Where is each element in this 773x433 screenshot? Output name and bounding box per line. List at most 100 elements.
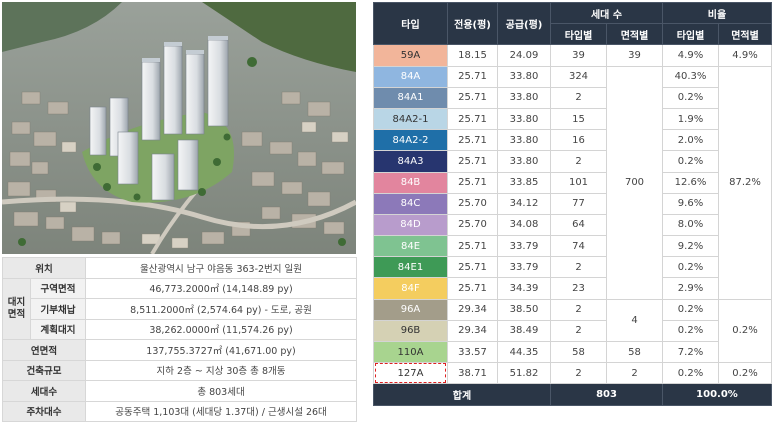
total-households: 803 xyxy=(550,383,663,406)
table-row: 59A 18.15 24.09 39 39 4.9% 4.9% xyxy=(373,44,772,67)
table-row: 84A1 25.71 33.80 2 0.2% xyxy=(373,86,772,109)
supply-cell: 33.79 xyxy=(497,256,551,279)
info-value-households: 총 803세대 xyxy=(85,380,358,402)
info-row-donation: 기부채납 8,511.2000㎡ (2,574.64 py) - 도로, 공원 xyxy=(3,298,358,320)
ratio-by-type-cell: 0.2% xyxy=(662,86,719,109)
ratio-by-type-cell: 4.9% xyxy=(662,44,719,67)
supply-cell: 38.49 xyxy=(497,319,551,343)
exclusive-cell: 25.71 xyxy=(447,86,498,109)
table-row: 96A 29.34 38.50 2 4 0.2% 0.2% xyxy=(373,298,772,364)
unit-header-row-2: 타입별 면적별 타입별 면적별 xyxy=(374,23,772,46)
info-row-zone-area: 대지 면적 구역면적 46,773.2000㎡ (14,148.89 py) xyxy=(2,277,358,340)
ratio-by-type-cell: 2.9% xyxy=(662,277,719,300)
type-cell: 96B xyxy=(373,319,448,343)
ratio-by-type-cell: 0.2% xyxy=(662,362,719,385)
supply-cell: 33.80 xyxy=(497,65,551,88)
households-by-type-cell: 23 xyxy=(550,277,607,300)
ratio-by-type-cell: 0.2% xyxy=(662,298,719,321)
type-cell: 84A2-2 xyxy=(373,129,448,152)
table-row: 84A3 25.71 33.80 2 0.2% xyxy=(373,150,772,173)
supply-cell: 34.08 xyxy=(497,213,551,237)
households-by-type-cell: 15 xyxy=(550,107,607,131)
type-cell-highlighted: 127A xyxy=(373,362,448,385)
type-cell: 96A xyxy=(373,298,448,321)
households-by-type-cell: 2 xyxy=(550,86,607,109)
ratio-by-area-cell: 87.2% xyxy=(718,65,772,300)
info-label-donation: 기부채납 xyxy=(29,298,87,320)
table-row: 84C 25.70 34.12 77 9.6% xyxy=(373,192,772,215)
households-by-type-cell: 39 xyxy=(550,44,607,67)
aerial-rendering xyxy=(2,2,356,254)
households-by-area-cell: 4 xyxy=(606,298,663,343)
supply-cell: 34.12 xyxy=(497,192,551,215)
ratio-by-area-cell: 0.2% xyxy=(718,298,772,364)
info-label-zone-area: 구역면적 xyxy=(29,277,87,299)
exclusive-cell: 25.71 xyxy=(447,150,498,173)
info-row-gross-area: 연면적 137,755.3727㎡ (41,671.00 py) xyxy=(1,339,358,361)
header-ratio-by-type: 타입별 xyxy=(662,23,719,46)
ratio-by-type-cell: 7.2% xyxy=(662,340,719,364)
unit-table-body: 59A 18.15 24.09 39 39 4.9% 4.9% 84A 25.7… xyxy=(373,44,772,385)
table-row: 84D 25.70 34.08 64 8.0% xyxy=(373,213,772,237)
info-label-planned-site: 계획대지 xyxy=(29,318,87,340)
total-label: 합계 xyxy=(373,383,551,406)
supply-cell: 33.80 xyxy=(497,150,551,173)
header-households-by-type: 타입별 xyxy=(550,23,607,46)
info-value-parking: 공동주택 1,103대 (세대당 1.37대) / 근생시설 26대 xyxy=(85,400,358,422)
info-label-site-area-group-line2: 면적 xyxy=(7,308,26,320)
supply-cell: 44.35 xyxy=(497,340,551,364)
table-row: 110A 33.57 44.35 58 58 7.2% xyxy=(373,340,772,364)
unit-type-table: 타입 전용(평) 공급(평) 세대 수 비율 타입별 면적별 타입별 면적별 5… xyxy=(373,1,772,406)
type-cell: 84C xyxy=(373,192,448,215)
households-by-type-cell: 101 xyxy=(550,171,607,194)
supply-cell: 33.79 xyxy=(497,235,551,258)
supply-cell: 24.09 xyxy=(497,44,551,67)
info-row-location: 위치 울산광역시 남구 야음동 363-2번지 일원 xyxy=(1,257,358,279)
exclusive-cell: 29.34 xyxy=(447,319,498,343)
table-row: 84A 25.71 33.80 324 700 40.3% 87.2% xyxy=(373,65,772,300)
supply-cell: 33.80 xyxy=(497,86,551,109)
info-value-gross-area: 137,755.3727㎡ (41,671.00 py) xyxy=(85,339,358,361)
exclusive-cell: 38.71 xyxy=(447,362,498,385)
table-row: 84A2-2 25.71 33.80 16 2.0% xyxy=(373,129,772,152)
info-value-location: 울산광역시 남구 야음동 363-2번지 일원 xyxy=(85,257,358,279)
table-row: 127A 38.71 51.82 2 2 0.2% 0.2% xyxy=(373,362,772,385)
ratio-by-type-cell: 2.0% xyxy=(662,129,719,152)
households-by-type-cell: 2 xyxy=(550,362,607,385)
header-ratio: 비율 xyxy=(662,1,772,25)
unit-header-row-1: 타입 전용(평) 공급(평) 세대 수 비율 xyxy=(373,1,772,46)
table-row: 84E1 25.71 33.79 2 0.2% xyxy=(373,256,772,279)
total-row: 합계 803 100.0% xyxy=(373,383,772,406)
header-type: 타입 xyxy=(373,1,448,46)
supply-cell: 34.39 xyxy=(497,277,551,300)
type-cell: 84A2-1 xyxy=(373,107,448,131)
exclusive-cell: 25.71 xyxy=(447,235,498,258)
supply-cell: 33.80 xyxy=(497,107,551,131)
info-value-zone-area: 46,773.2000㎡ (14,148.89 py) xyxy=(85,277,358,299)
exclusive-cell: 25.71 xyxy=(447,277,498,300)
households-by-type-cell: 2 xyxy=(550,150,607,173)
ratio-by-type-cell: 12.6% xyxy=(662,171,719,194)
exclusive-cell: 33.57 xyxy=(447,340,498,364)
info-label-location: 위치 xyxy=(1,257,87,279)
households-by-type-cell: 324 xyxy=(550,65,607,88)
aerial-rendering-illustration xyxy=(2,2,356,254)
table-row: 84A2-1 25.71 33.80 15 1.9% xyxy=(373,107,772,131)
households-by-type-cell: 74 xyxy=(550,235,607,258)
type-cell: 84B xyxy=(373,171,448,194)
exclusive-cell: 25.71 xyxy=(447,171,498,194)
exclusive-cell: 29.34 xyxy=(447,298,498,321)
header-households-by-area: 면적별 xyxy=(606,23,663,46)
exclusive-cell: 25.71 xyxy=(447,107,498,131)
type-cell: 84E1 xyxy=(373,256,448,279)
supply-cell: 38.50 xyxy=(497,298,551,321)
project-info-table: 위치 울산광역시 남구 야음동 363-2번지 일원 대지 면적 구역면적 46… xyxy=(1,257,358,422)
info-label-households: 세대수 xyxy=(1,380,87,402)
info-label-site-area-group: 대지 면적 xyxy=(2,277,31,340)
info-label-site-area-group-line1: 대지 xyxy=(7,296,26,308)
info-row-scale: 건축규모 지하 2층 ~ 지상 30층 총 8개동 xyxy=(1,359,358,381)
households-by-type-cell: 2 xyxy=(550,319,607,343)
households-by-type-cell: 64 xyxy=(550,213,607,237)
info-value-scale: 지하 2층 ~ 지상 30층 총 8개동 xyxy=(85,359,358,381)
ratio-by-type-cell: 9.6% xyxy=(662,192,719,215)
